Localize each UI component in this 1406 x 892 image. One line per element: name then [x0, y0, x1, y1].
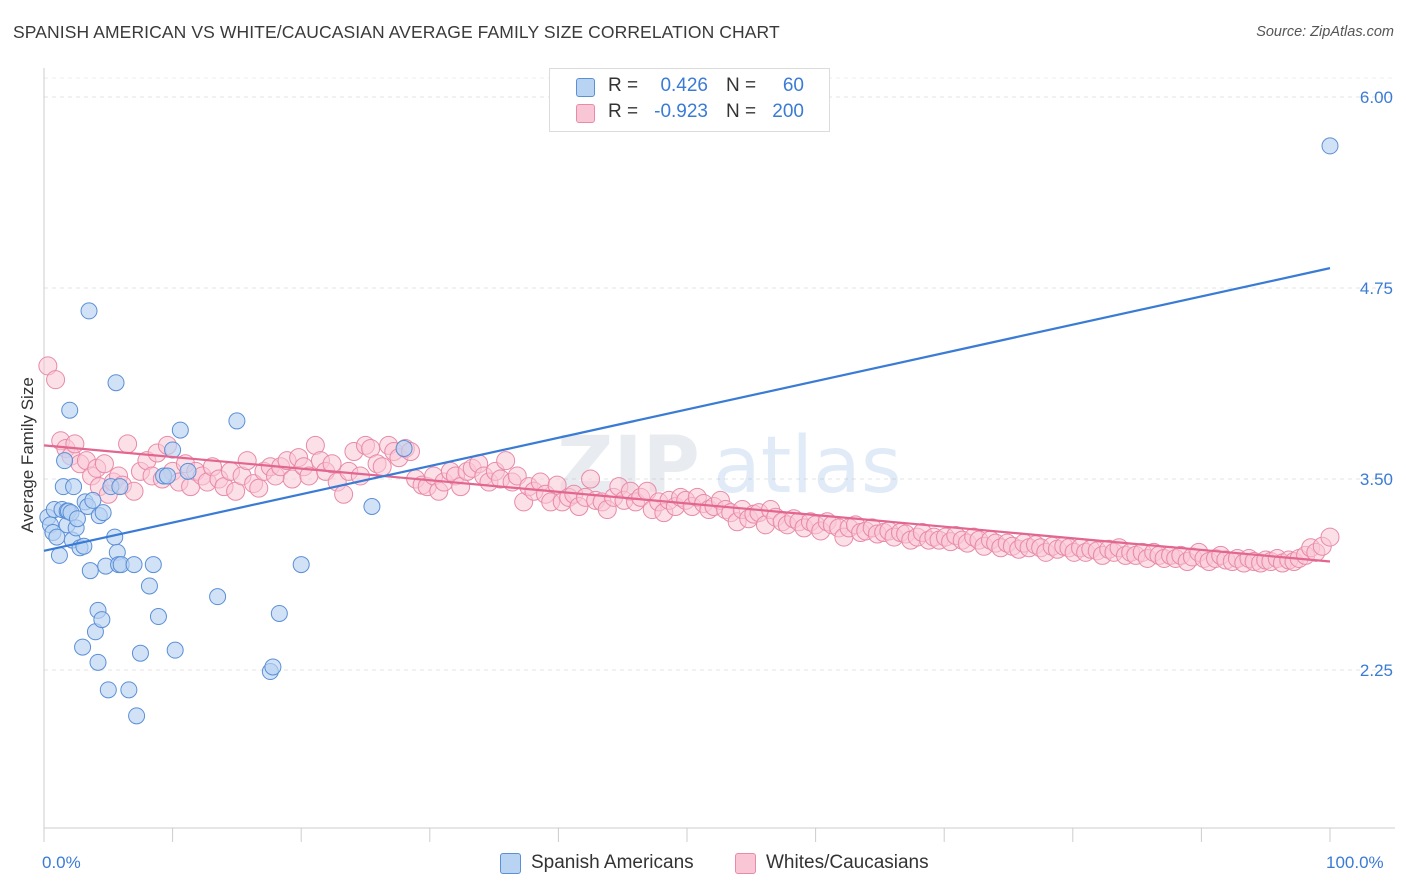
legend-r-value: 0.426 [660, 75, 708, 96]
bottom-legend-swatch-spanish [500, 853, 521, 874]
spanish-american-point [144, 556, 162, 574]
legend-n-value: 200 [772, 101, 804, 122]
white-caucasian-point [237, 451, 257, 471]
white-caucasian-trend-line [43, 444, 1331, 563]
spanish-american-point [125, 556, 143, 574]
white-caucasian-point [334, 484, 354, 504]
gridlines [44, 77, 1395, 671]
white-caucasian-point [249, 478, 269, 498]
x-tick-label-max: 100.0% [1326, 853, 1384, 872]
spanish-american-point [84, 491, 102, 509]
spanish-american-point [395, 439, 413, 457]
spanish-american-points [39, 137, 1339, 725]
legend-r-label: R = [608, 101, 639, 122]
spanish-american-point [171, 421, 189, 439]
spanish-american-point [68, 510, 86, 528]
legend-row-white: R = -0.923 N = 200 [550, 100, 829, 126]
legend-swatch-spanish [576, 78, 595, 97]
spanish-american-point [81, 562, 99, 580]
spanish-american-point [149, 608, 167, 626]
y-tick-label: 4.75 [1360, 279, 1393, 298]
spanish-american-point [140, 577, 158, 595]
chart-title: SPANISH AMERICAN VS WHITE/CAUCASIAN AVER… [13, 22, 780, 42]
spanish-american-point [128, 707, 146, 725]
white-caucasian-point [1320, 527, 1340, 547]
white-caucasian-point [496, 451, 516, 471]
spanish-american-point [228, 412, 246, 430]
y-tick-label: 3.50 [1360, 470, 1393, 489]
spanish-american-point [93, 611, 111, 629]
white-caucasian-point [46, 370, 66, 390]
spanish-american-point [1321, 137, 1339, 155]
watermark-atlas: atlas [713, 421, 902, 511]
legend-swatch-white [576, 104, 595, 123]
spanish-american-point [94, 504, 112, 522]
spanish-american-point [61, 401, 79, 419]
bottom-legend-swatch-white [735, 853, 756, 874]
spanish-american-point [179, 462, 197, 480]
legend: R = 0.426 N = 60 R = -0.923 N = 200 [549, 68, 830, 132]
spanish-american-point [292, 556, 310, 574]
legend-n-label: N = [726, 75, 757, 96]
spanish-american-point [120, 681, 138, 699]
white-caucasian-point [581, 469, 601, 489]
spanish-american-point [264, 658, 282, 676]
spanish-american-point [89, 653, 107, 671]
white-caucasian-point [372, 457, 392, 477]
white-caucasian-point [65, 434, 85, 454]
spanish-american-point [80, 302, 98, 320]
chart-source: Source: ZipAtlas.com [1256, 24, 1394, 40]
spanish-american-point [209, 588, 227, 606]
spanish-american-point [56, 452, 74, 470]
bottom-legend-label-white: Whites/Caucasians [766, 852, 929, 873]
y-tick-label: 2.25 [1360, 661, 1393, 680]
legend-row-spanish: R = 0.426 N = 60 [550, 74, 829, 100]
legend-n-value: 60 [782, 75, 804, 96]
spanish-american-point [158, 467, 176, 485]
white-caucasian-points [38, 356, 1340, 573]
spanish-american-trend-line [43, 267, 1331, 552]
spanish-american-point [107, 374, 125, 392]
trend-lines [43, 267, 1331, 563]
spanish-american-point [99, 681, 117, 699]
y-tick-labels: 6.00 4.75 3.50 2.25 [1360, 88, 1393, 680]
spanish-american-point [50, 546, 68, 564]
spanish-american-point [74, 638, 92, 656]
legend-r-label: R = [608, 75, 639, 96]
spanish-american-point [166, 641, 184, 659]
axes [43, 68, 1395, 842]
spanish-american-point [270, 604, 288, 622]
spanish-american-point [111, 478, 129, 496]
legend-r-value: -0.923 [654, 101, 708, 122]
x-tick-label-min: 0.0% [42, 853, 81, 872]
y-axis-label: Average Family Size [18, 377, 37, 533]
bottom-legend-label-spanish: Spanish Americans [531, 852, 694, 873]
spanish-american-point [131, 644, 149, 662]
white-caucasian-point [118, 434, 138, 454]
y-tick-label: 6.00 [1360, 88, 1393, 107]
white-caucasian-point [322, 454, 342, 474]
white-caucasian-point [94, 454, 114, 474]
spanish-american-point [65, 478, 83, 496]
spanish-american-point [363, 498, 381, 516]
legend-n-label: N = [726, 101, 757, 122]
